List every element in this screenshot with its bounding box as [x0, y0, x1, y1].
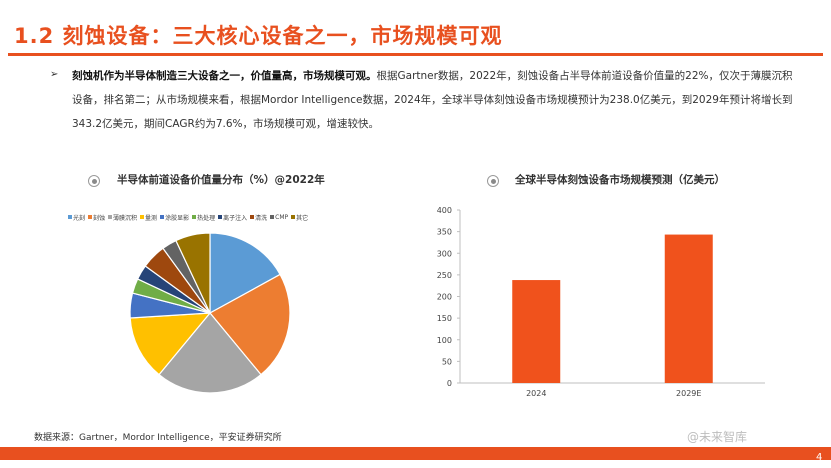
pie-legend-label: 薄膜沉积 — [113, 214, 138, 222]
pie-legend-swatch — [88, 215, 93, 219]
pie-legend-item: CMP — [270, 214, 288, 221]
pie-legend-label: 涂胶显影 — [165, 214, 190, 222]
bar-mark — [512, 280, 561, 383]
bar-chart: 0 50 100 150 200 250 300 350 400 2024 2029E — [437, 206, 765, 398]
pie-slice — [158, 312, 262, 394]
summary-lead: 刻蚀机作为半导体制造三大设备之一，价值量高，市场规模可观。 — [72, 70, 377, 82]
summary-paragraph: 刻蚀机作为半导体制造三大设备之一，价值量高，市场规模可观。根据Gartner数据… — [72, 64, 800, 136]
pie-legend-label: 刻蚀 — [93, 214, 106, 222]
pie-legend-swatch — [108, 215, 113, 219]
pie-legend-item: 量测 — [140, 213, 157, 222]
pie-legend-label: CMP — [275, 213, 289, 221]
pie-legend-swatch — [218, 215, 223, 219]
page-title: 1.2 刻蚀设备：三大核心设备之一，市场规模可观 — [14, 24, 503, 48]
pie-legend-swatch — [192, 215, 197, 219]
footer-bar — [0, 447, 831, 460]
bar-y-tick-label: 350 — [437, 228, 452, 237]
bar-x-tick-label: 2024 — [526, 389, 546, 398]
pie-legend-label: 量测 — [145, 214, 158, 222]
pie-legend-swatch — [250, 215, 255, 219]
pie-slice — [129, 312, 212, 376]
bar-y-tick-label: 200 — [437, 293, 452, 302]
pie-chart-title-radio-icon — [88, 175, 100, 187]
watermark: @未来智库 — [687, 430, 748, 444]
pie-legend-item: 热处理 — [192, 213, 215, 222]
pie-legend-label: 清洗 — [255, 214, 268, 222]
bar-mark — [664, 234, 713, 383]
pie-slice — [209, 273, 291, 376]
pie-legend-label: 其它 — [296, 214, 309, 222]
bar-x-tick-label: 2029E — [676, 389, 701, 398]
pie-legend-item: 光刻 — [68, 213, 85, 222]
pie-legend-label: 离子注入 — [223, 214, 248, 222]
pie-chart — [129, 232, 291, 394]
bar-y-tick-label: 100 — [437, 336, 452, 345]
pie-legend-item: 薄膜沉积 — [108, 213, 137, 222]
bar-chart-title-radio-icon — [487, 175, 499, 187]
pie-legend: 光刻 刻蚀 薄膜沉积 量测 涂胶显影 热处理 离子注入 清洗 CMP 其它 — [68, 211, 311, 223]
pie-legend-item: 涂胶显影 — [160, 213, 189, 222]
bar-y-tick-label: 300 — [437, 249, 452, 258]
pie-legend-swatch — [291, 215, 296, 219]
pie-legend-swatch — [140, 215, 145, 219]
bar-y-tick-label: 400 — [437, 206, 452, 215]
pie-chart-title: 半导体前道设备价值量分布（%）@2022年 — [117, 174, 325, 186]
bar-y-tick-label: 0 — [447, 379, 452, 388]
title-divider — [8, 53, 823, 56]
bullet-arrow-icon: ➢ — [50, 69, 59, 80]
pie-legend-swatch — [68, 215, 72, 219]
summary-body: 根据Gartner数据，2022年，刻蚀设备占半导体前道设备价值量的22%，仅次… — [72, 70, 793, 130]
data-source-note: 数据来源：Gartner，Mordor Intelligence，平安证券研究所 — [34, 433, 282, 443]
pie-legend-label: 热处理 — [197, 214, 216, 222]
pie-legend-item: 刻蚀 — [88, 213, 105, 222]
page-number: 4 — [816, 452, 823, 463]
pie-slice — [209, 232, 281, 315]
pie-legend-item: 其它 — [291, 213, 308, 222]
pie-legend-swatch — [270, 215, 275, 219]
bar-chart-title: 全球半导体刻蚀设备市场规模预测（亿美元） — [515, 174, 725, 186]
pie-legend-item: 清洗 — [250, 213, 267, 222]
bar-y-tick-label: 50 — [442, 357, 452, 366]
pie-legend-item: 离子注入 — [218, 213, 247, 222]
pie-legend-label: 光刻 — [73, 214, 86, 222]
bar-y-tick-label: 150 — [437, 314, 452, 323]
bar-y-tick-label: 250 — [437, 271, 452, 280]
pie-slice — [175, 232, 211, 314]
pie-legend-swatch — [160, 215, 165, 219]
